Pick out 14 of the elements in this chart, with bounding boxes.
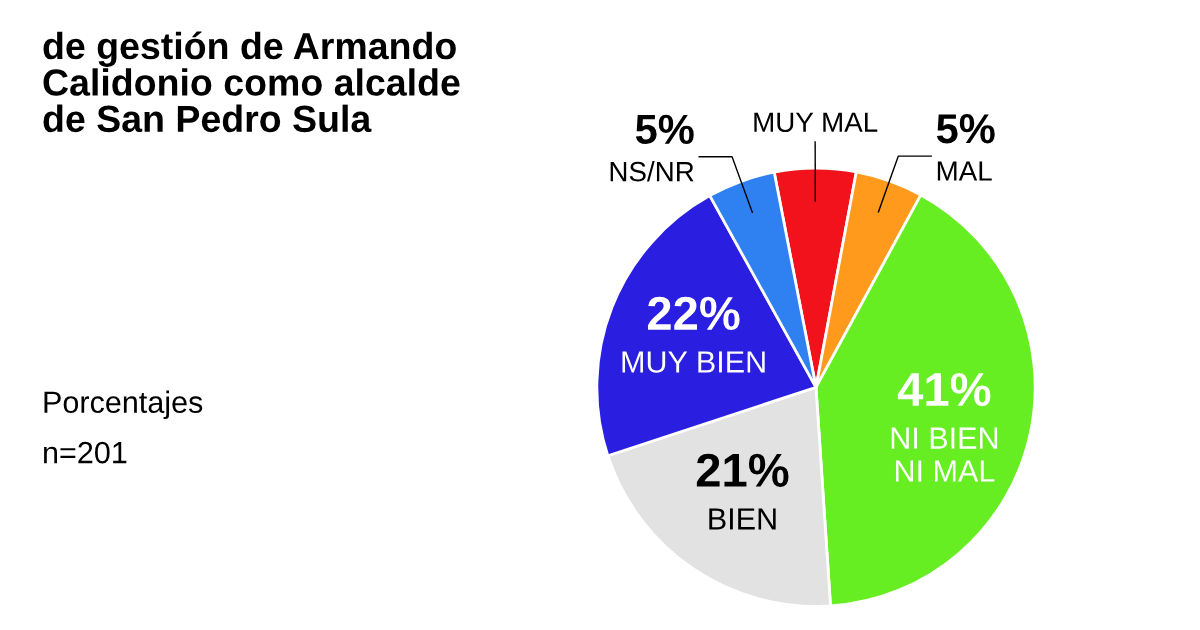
data-label: 21% <box>696 453 789 487</box>
slice-label: BIEN <box>709 508 776 530</box>
slice-label: NS/NR <box>610 161 694 182</box>
data-label: 5% <box>635 114 694 145</box>
slice-label: MUY BIEN <box>622 351 765 373</box>
data-label: 5% <box>936 114 995 144</box>
text: n=201 <box>44 441 127 464</box>
slice-label: NI BIEN NI MAL <box>891 427 998 482</box>
data-label: 41% <box>897 372 991 407</box>
slice-label: MAL <box>937 161 992 181</box>
text: de gestión de Armando Calidonio como alcalde de San Pedro Sula <box>43 31 460 133</box>
data-label: 22% <box>647 296 740 331</box>
text: Porcentajes <box>44 390 203 420</box>
slice-label: MUY MAL <box>754 112 878 133</box>
